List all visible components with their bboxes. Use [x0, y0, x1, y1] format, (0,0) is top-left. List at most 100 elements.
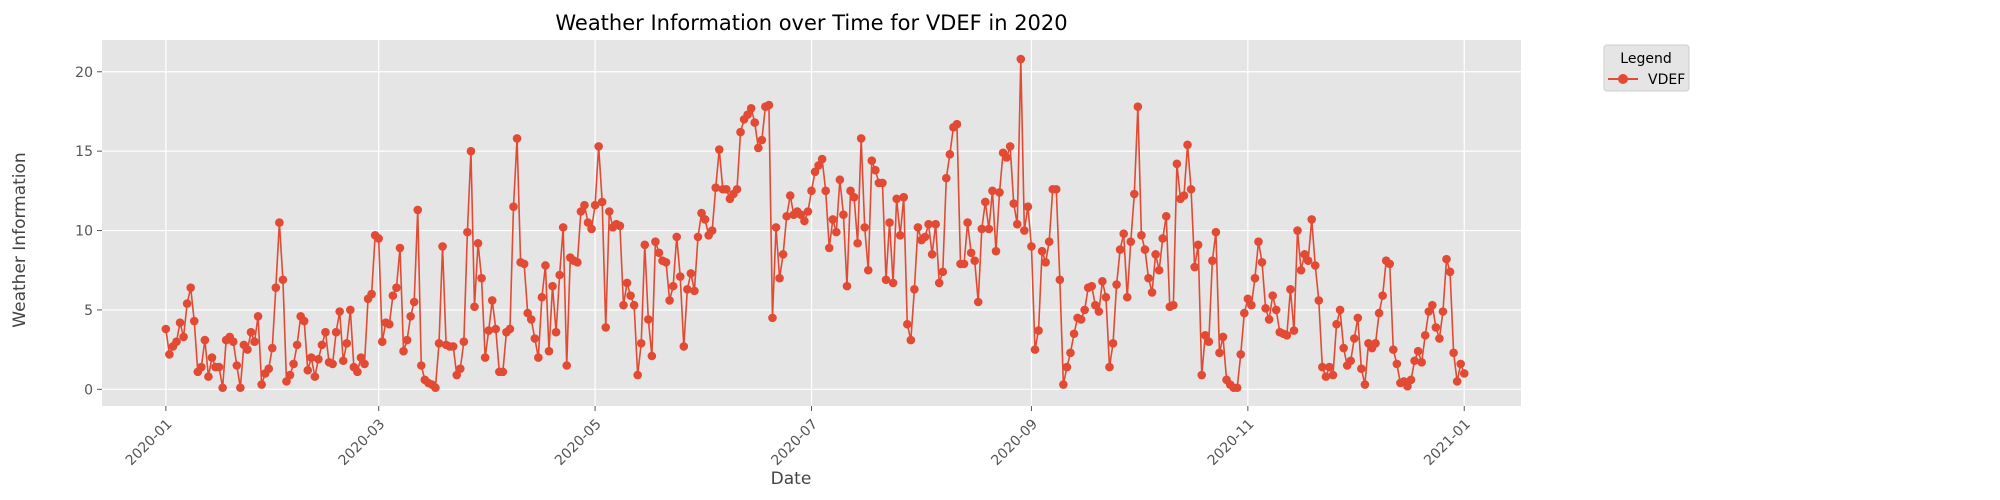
data-point — [1144, 273, 1153, 283]
data-point — [1374, 308, 1384, 318]
x-tick-label: 2020-09 — [988, 416, 1041, 469]
data-point — [1388, 345, 1398, 354]
data-point — [1264, 315, 1274, 324]
series-vdef — [161, 54, 1469, 393]
data-point — [1271, 305, 1281, 315]
data-point — [906, 335, 916, 345]
data-point — [1417, 358, 1426, 367]
data-point — [175, 318, 185, 327]
data-point — [576, 207, 586, 216]
data-point — [711, 183, 721, 192]
data-point — [1200, 331, 1210, 340]
data-point — [892, 194, 901, 204]
data-point — [1349, 334, 1359, 343]
data-point — [1137, 231, 1146, 240]
data-point — [271, 283, 281, 293]
data-point — [871, 165, 880, 175]
data-point — [1208, 256, 1217, 266]
data-point — [615, 221, 625, 231]
data-point — [1385, 259, 1395, 269]
data-point — [981, 197, 990, 207]
data-point — [775, 273, 784, 283]
data-point — [1410, 356, 1419, 366]
data-point — [555, 270, 564, 280]
data-point — [913, 223, 923, 232]
data-point — [1332, 319, 1341, 329]
data-point — [778, 250, 788, 259]
data-point — [356, 353, 366, 362]
data-point — [1027, 242, 1036, 251]
data-point — [644, 315, 653, 324]
legend-label-vdef: VDEF — [1648, 72, 1685, 88]
data-point — [651, 237, 660, 246]
data-point — [1257, 258, 1267, 267]
data-point — [374, 234, 384, 243]
data-point — [824, 243, 834, 253]
data-point — [938, 267, 948, 277]
data-point — [1314, 296, 1324, 305]
data-point — [1328, 370, 1338, 380]
data-point — [267, 343, 277, 353]
x-tick-label: 2021-01 — [1421, 416, 1474, 469]
data-point — [1044, 237, 1054, 246]
data-point — [878, 178, 887, 188]
data-point — [1307, 215, 1316, 224]
data-point — [675, 272, 685, 281]
data-point — [700, 215, 710, 224]
data-point — [810, 167, 820, 177]
data-point — [1215, 348, 1224, 358]
data-point — [338, 356, 348, 366]
data-point — [920, 232, 930, 242]
data-point — [413, 205, 423, 215]
data-point — [952, 119, 962, 129]
data-point — [1236, 350, 1246, 359]
data-point — [1339, 343, 1348, 353]
data-point — [863, 265, 873, 275]
data-point — [821, 186, 830, 196]
data-point — [573, 258, 582, 267]
data-point — [505, 324, 515, 334]
data-point — [1289, 326, 1299, 335]
data-point — [1193, 240, 1203, 250]
data-point — [264, 364, 274, 373]
y-tick-label: 20 — [75, 65, 93, 81]
data-point — [1254, 237, 1263, 246]
data-point — [1424, 307, 1434, 316]
data-point — [814, 161, 823, 170]
data-point — [1325, 362, 1334, 372]
data-point — [732, 184, 742, 194]
data-point — [402, 335, 412, 345]
data-point — [388, 291, 398, 300]
data-point — [307, 353, 316, 362]
data-point — [1147, 288, 1157, 297]
data-point — [1360, 380, 1370, 389]
data-point — [1051, 184, 1061, 194]
data-point — [832, 227, 841, 237]
data-point — [910, 284, 919, 294]
data-point — [1122, 292, 1132, 302]
data-point — [1055, 275, 1065, 285]
data-point — [342, 338, 352, 348]
data-point — [849, 192, 859, 202]
data-point — [1442, 254, 1451, 264]
data-point — [881, 275, 891, 285]
data-point — [828, 215, 838, 224]
data-point — [282, 377, 291, 386]
data-point — [477, 273, 486, 283]
data-point — [984, 224, 994, 234]
data-point — [1062, 362, 1072, 372]
data-point — [1012, 219, 1022, 229]
data-point — [839, 210, 848, 219]
data-point — [491, 324, 501, 334]
data-point — [448, 342, 458, 351]
data-point — [1183, 140, 1192, 150]
data-point — [1108, 338, 1118, 348]
data-point — [1179, 191, 1189, 200]
data-point — [963, 218, 972, 227]
data-point — [1172, 159, 1182, 169]
data-point — [1002, 153, 1011, 162]
data-point — [303, 365, 313, 375]
data-point — [541, 261, 550, 270]
data-point — [537, 292, 547, 302]
data-point — [683, 284, 692, 294]
